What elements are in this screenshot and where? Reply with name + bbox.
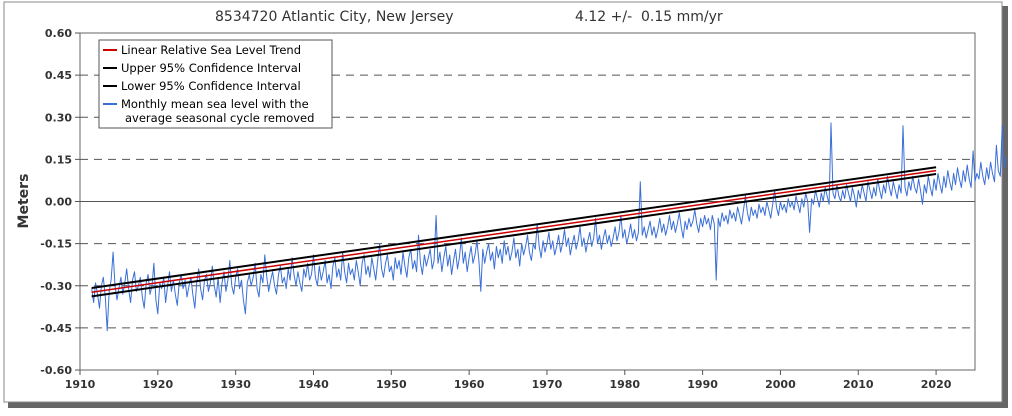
- series-layer: [91, 122, 1007, 332]
- legend-label-monthly-line2: average seasonal cycle removed: [125, 111, 314, 125]
- linear-trend-line: [91, 169, 937, 293]
- x-axis-ticks: 1910 1920 1930 1940 1950 1960 1970 1980 1990 2000…: [65, 370, 952, 391]
- x-tick-label: 1970: [532, 378, 563, 391]
- legend-box: [98, 39, 333, 129]
- legend-label-trend: Linear Relative Sea Level Trend: [121, 43, 301, 57]
- x-tick-label: 1950: [376, 378, 407, 391]
- x-tick-label: 2020: [921, 378, 952, 391]
- y-axis-label: Meters: [16, 174, 32, 229]
- y-tick-label: 0.00: [45, 196, 72, 209]
- station-title: 8534720 Atlantic City, New Jersey: [215, 9, 454, 25]
- y-tick-label: 0.15: [45, 153, 72, 166]
- y-tick-label: -0.30: [40, 280, 72, 293]
- x-tick-label: 1920: [143, 378, 174, 391]
- x-tick-label: 1940: [298, 378, 329, 391]
- y-tick-label: 0.30: [45, 111, 72, 124]
- trend-rate-text: 4.12 +/- 0.15 mm/yr: [575, 9, 723, 25]
- x-tick-label: 2010: [843, 378, 874, 391]
- y-tick-label: 0.45: [45, 69, 72, 82]
- legend-label-upper-ci: Upper 95% Confidence Interval: [121, 61, 301, 75]
- x-tick-label: 1980: [609, 378, 640, 391]
- y-tick-label: 0.60: [45, 27, 72, 40]
- y-axis-ticks: -0.60 -0.45 -0.30 -0.15 0.00 0.15 0.30 0.45 0.60: [40, 27, 80, 377]
- gridlines: [80, 74, 975, 329]
- monthly-mean-series-line: [91, 122, 1007, 332]
- legend-label-monthly-line1: Monthly mean sea level with the: [121, 97, 309, 111]
- upper-confidence-line: [91, 166, 937, 289]
- lower-confidence-line: [91, 172, 937, 298]
- x-tick-label: 1930: [220, 378, 251, 391]
- y-tick-label: -0.15: [40, 238, 72, 251]
- x-tick-label: 2000: [765, 378, 796, 391]
- legend: Linear Relative Sea Level Trend Upper 95…: [98, 39, 333, 129]
- y-tick-label: -0.60: [40, 364, 72, 377]
- x-tick-label: 1910: [65, 378, 96, 391]
- y-tick-label: -0.45: [40, 322, 72, 335]
- x-tick-label: 1990: [687, 378, 718, 391]
- legend-label-lower-ci: Lower 95% Confidence Interval: [121, 79, 301, 93]
- x-tick-label: 1960: [454, 378, 485, 391]
